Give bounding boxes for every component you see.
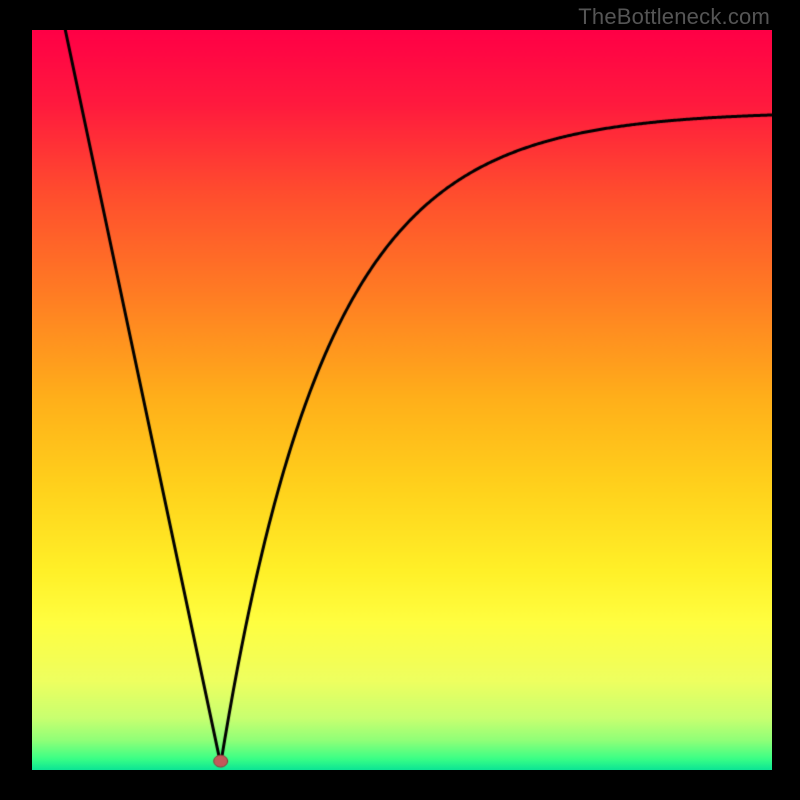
watermark-text: TheBottleneck.com (578, 4, 770, 30)
bottleneck-curve (32, 30, 772, 770)
chart-stage: TheBottleneck.com (0, 0, 800, 800)
